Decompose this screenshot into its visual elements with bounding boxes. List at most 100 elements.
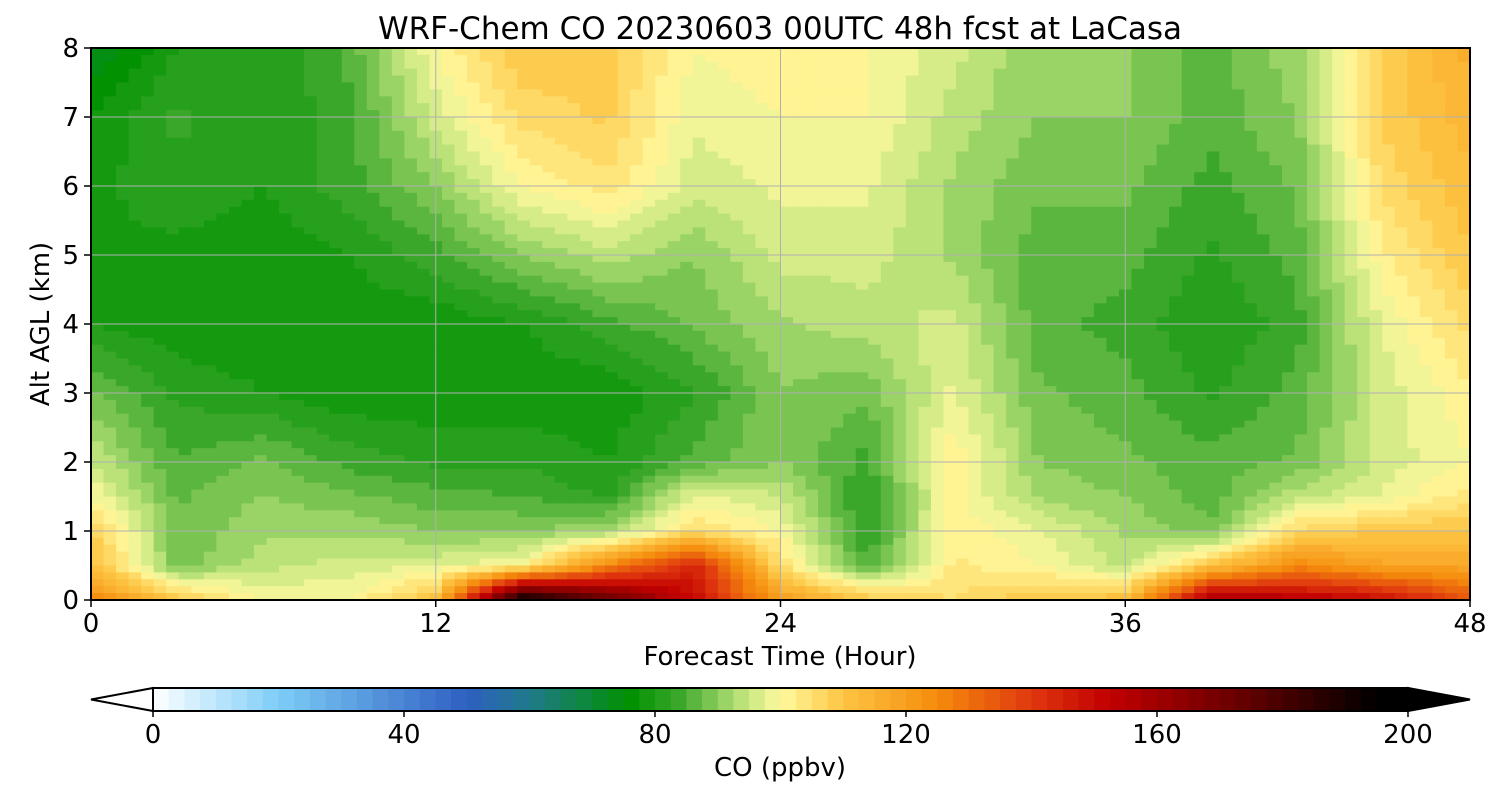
heat-cell (1457, 303, 1471, 311)
heat-cell (1344, 199, 1358, 208)
heat-cell (153, 172, 167, 180)
heat-cell (943, 330, 957, 339)
heat-cell (442, 158, 456, 166)
heat-cell (442, 75, 456, 84)
heat-cell (717, 282, 731, 291)
heat-cell (655, 351, 669, 360)
heat-cell (291, 75, 305, 84)
heat-cell (880, 324, 894, 332)
heat-cell (930, 48, 945, 56)
heat-cell (742, 317, 757, 325)
heat-cell (1031, 186, 1045, 194)
heat-cell (291, 179, 305, 187)
heat-cell (1432, 158, 1446, 166)
heat-cell (266, 344, 280, 353)
heat-cell (354, 317, 368, 325)
heat-cell (1144, 186, 1158, 194)
heat-cell (216, 82, 230, 90)
heat-cell (617, 123, 631, 132)
heat-cell (178, 282, 192, 291)
heat-cell (479, 206, 493, 215)
heat-cell (705, 158, 719, 166)
heat-cell (1068, 158, 1082, 166)
heat-cell (1056, 330, 1070, 339)
heat-cell (1206, 75, 1220, 84)
heat-cell (1081, 144, 1095, 153)
heat-cell (1206, 172, 1220, 180)
heat-cell (203, 89, 217, 97)
heat-cell (203, 186, 217, 194)
heat-cell (241, 82, 255, 90)
heat-cell (1394, 282, 1408, 291)
heat-cell (930, 165, 945, 173)
heat-cell (1357, 255, 1371, 263)
heat-cell (1332, 330, 1346, 339)
heat-cell (1169, 48, 1183, 56)
heat-cell (1231, 351, 1245, 360)
heat-cell (1231, 172, 1245, 180)
heat-cell (517, 255, 531, 263)
heat-cell (956, 268, 970, 277)
heat-cell (103, 317, 117, 325)
heat-cell (956, 137, 970, 146)
heat-cell (1144, 268, 1158, 277)
heat-cell (592, 303, 606, 311)
heat-cell (266, 268, 280, 277)
heat-cell (1369, 248, 1383, 256)
heat-cell (567, 213, 581, 222)
heat-cell (1056, 199, 1070, 208)
heat-cell (1332, 351, 1346, 360)
heat-cell (930, 192, 945, 201)
heat-cell (391, 296, 406, 304)
heat-cell (930, 330, 945, 339)
heat-cell (579, 303, 594, 311)
heat-cell (1382, 54, 1396, 63)
heat-cell (329, 213, 343, 222)
heat-cell (1106, 192, 1120, 201)
heat-cell (442, 330, 456, 339)
heat-cell (918, 296, 932, 304)
heat-cell (1269, 268, 1283, 277)
heat-cell (1419, 213, 1433, 222)
heat-cell (304, 75, 318, 84)
heat-cell (391, 234, 406, 242)
heat-cell (780, 68, 794, 77)
heat-cell (592, 337, 606, 346)
heat-cell (1432, 110, 1446, 118)
heat-cell (630, 103, 644, 111)
heat-cell (1206, 337, 1220, 346)
heat-cell (667, 248, 681, 256)
heat-cell (1281, 172, 1296, 180)
heat-cell (918, 144, 932, 153)
heat-cell (1407, 179, 1421, 187)
heat-cell (730, 199, 744, 208)
heat-cell (604, 192, 619, 201)
heat-cell (968, 289, 982, 297)
heat-cell (868, 123, 882, 132)
heat-cell (404, 351, 418, 360)
heat-cell (228, 82, 243, 90)
heat-cell (103, 144, 117, 153)
heat-cell (1131, 82, 1145, 90)
heat-cell (655, 130, 669, 139)
heat-cell (680, 179, 694, 187)
heat-cell (793, 199, 807, 208)
heat-cell (1206, 234, 1220, 242)
heat-cell (1256, 344, 1271, 353)
heat-cell (153, 144, 167, 153)
heat-cell (128, 289, 142, 297)
heat-cell (141, 330, 155, 339)
heat-cell (1131, 199, 1145, 208)
heat-cell (680, 255, 694, 263)
heat-cell (943, 144, 957, 153)
heat-cell (1068, 241, 1082, 249)
heat-cell (604, 351, 619, 360)
heat-cell (579, 82, 594, 90)
heat-cell (316, 213, 330, 222)
heat-cell (316, 337, 330, 346)
heat-cell (868, 137, 882, 146)
heat-cell (554, 130, 568, 139)
heat-cell (705, 144, 719, 153)
heat-cell (404, 310, 418, 318)
heat-cell (767, 248, 782, 256)
